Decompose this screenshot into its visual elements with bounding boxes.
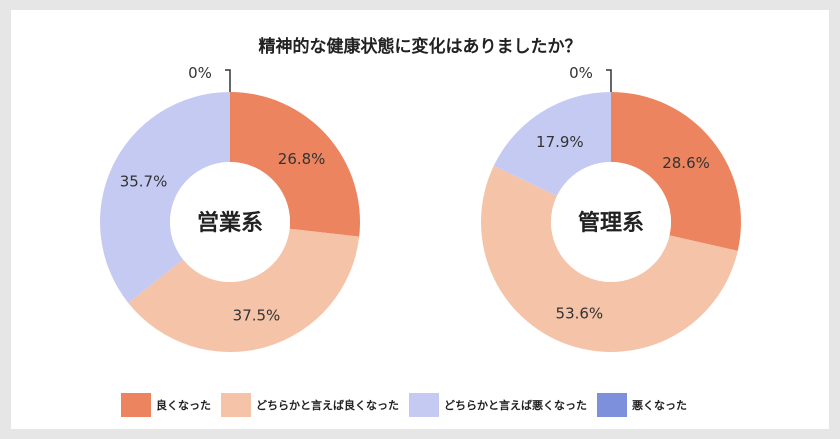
donut-slice — [493, 92, 611, 197]
legend-label: どちらかと言えば悪くなった — [444, 399, 587, 412]
donut-slice — [99, 92, 230, 303]
donut-slice — [128, 228, 360, 353]
slice-value-label: 35.7% — [120, 172, 168, 190]
donut-center-label: 管理系 — [578, 210, 644, 236]
legend: 良くなった どちらかと言えば良くなった どちらかと言えば悪くなった 悪くなった — [121, 393, 697, 417]
donut-hole — [551, 162, 671, 282]
donut-center-label: 営業系 — [197, 210, 263, 236]
slice-value-label: 0% — [569, 64, 593, 82]
legend-swatch — [121, 393, 151, 417]
donut-hole — [170, 162, 290, 282]
slice-value-label: 28.6% — [662, 154, 710, 172]
legend-label: どちらかと言えば良くなった — [256, 399, 399, 412]
legend-item-somewhat-good: どちらかと言えば良くなった — [221, 393, 399, 417]
legend-label: 悪くなった — [632, 399, 687, 412]
zero-leader-line — [225, 69, 231, 92]
slice-value-label: 26.8% — [278, 150, 326, 168]
legend-item-somewhat-bad: どちらかと言えば悪くなった — [409, 393, 587, 417]
donut-slice — [611, 92, 741, 251]
slice-value-label: 37.5% — [233, 306, 281, 324]
donut-slice — [481, 165, 738, 353]
legend-item-bad: 悪くなった — [597, 393, 687, 417]
zero-leader-line — [606, 69, 612, 92]
legend-label: 良くなった — [156, 399, 211, 412]
chart-card: 精神的な健康状態に変化はありましたか？ 26.8% 37.5% 35.7% 0% 営業系… — [11, 10, 829, 429]
slice-value-label: 53.6% — [556, 305, 604, 323]
legend-swatch — [409, 393, 439, 417]
donut-charts: 26.8% 37.5% 35.7% 0% 営業系 28.6% 53.6% 17.9% 0% 管理系 — [99, 64, 741, 353]
slice-value-label: 0% — [188, 64, 212, 82]
donut-slice — [230, 92, 360, 237]
legend-swatch — [221, 393, 251, 417]
slice-value-label: 17.9% — [536, 133, 584, 151]
legend-swatch — [597, 393, 627, 417]
legend-item-good: 良くなった — [121, 393, 211, 417]
chart-title: 精神的な健康状態に変化はありましたか？ — [258, 37, 582, 57]
